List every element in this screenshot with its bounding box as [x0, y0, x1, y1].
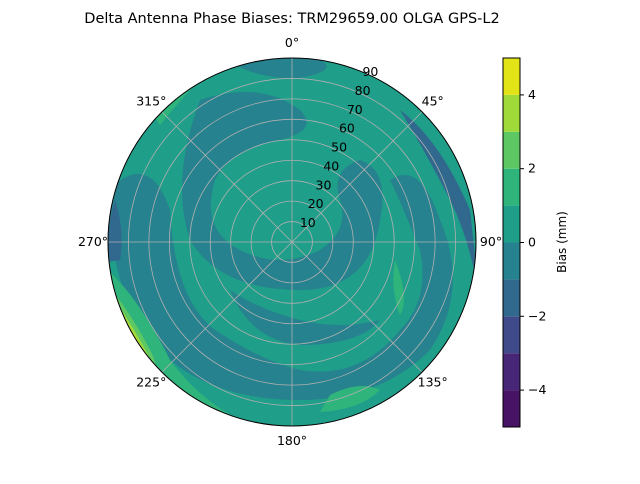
theta-tick-label: 90° [480, 234, 502, 249]
theta-gridline [161, 111, 293, 243]
colorbar-tick-label: 4 [528, 87, 536, 102]
contour-region [108, 200, 122, 262]
contour-region [320, 386, 380, 412]
contour-region [393, 260, 404, 315]
contour-region [150, 80, 200, 125]
theta-tick-label: 315° [136, 93, 166, 108]
r-tick-label: 50 [331, 140, 347, 155]
colorbar-segment [503, 205, 520, 243]
r-tick-label: 90 [362, 64, 378, 79]
colorbar-tick-label: 0 [528, 235, 536, 250]
theta-gridline [161, 241, 293, 373]
chart-title: Delta Antenna Phase Biases: TRM29659.00 … [84, 11, 499, 27]
contour-region [400, 110, 476, 300]
theta-tick-label: 225° [136, 375, 166, 390]
contour-region [182, 92, 383, 290]
colorbar-segment [503, 168, 520, 206]
theta-tick-label: 270° [78, 234, 108, 249]
theta-tick-label: 135° [418, 375, 448, 390]
polar-grid [107, 57, 477, 427]
colorbar-segment [503, 58, 520, 95]
r-tick-label: 70 [347, 102, 363, 117]
colorbar-label: Bias (mm) [555, 211, 569, 273]
contour-region [108, 174, 453, 400]
r-tick-label: 30 [316, 177, 332, 192]
r-tick-label: 10 [300, 215, 316, 230]
colorbar-segment [503, 94, 520, 132]
theta-gridline [291, 111, 423, 243]
colorbar-segment [503, 131, 520, 169]
colorbar-tick-label: −2 [528, 308, 546, 323]
r-tick-label: 80 [355, 83, 371, 98]
r-tick-label: 40 [323, 158, 339, 173]
theta-tick-label: 0° [285, 35, 299, 50]
colorbar-segment [503, 316, 520, 354]
contour-region [230, 58, 327, 79]
colorbar-tick-label: −4 [528, 382, 546, 397]
theta-tick-label: 180° [277, 433, 307, 448]
colorbar-segment [503, 242, 520, 280]
polar-frame [107, 57, 477, 427]
colorbar-segment [503, 353, 520, 391]
colorbar-segment [503, 390, 520, 427]
colorbar-tick-label: 2 [528, 161, 536, 176]
colorbar: −4 −2 0 2 4 [502, 57, 546, 428]
r-tick-label: 20 [308, 196, 324, 211]
r-tick-label: 60 [339, 121, 355, 136]
theta-tick-label: 45° [422, 93, 444, 108]
theta-gridline [291, 241, 423, 373]
colorbar-segment [503, 279, 520, 317]
